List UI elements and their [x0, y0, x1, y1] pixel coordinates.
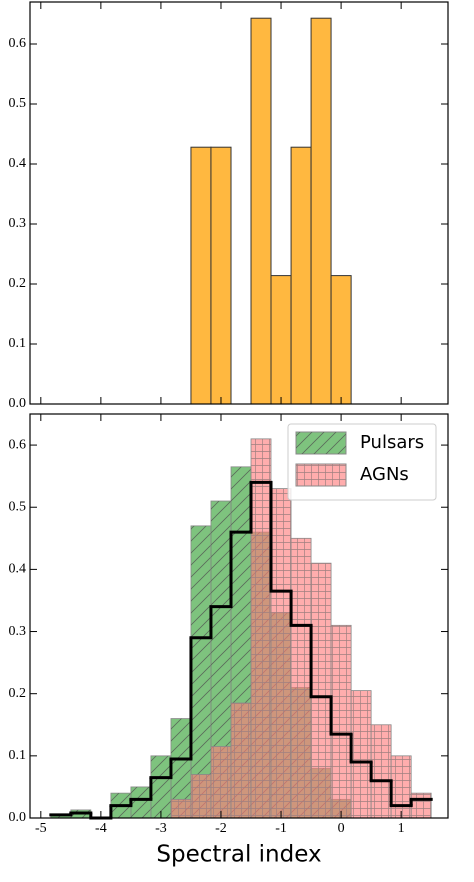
histogram-bar	[310, 17, 332, 405]
bar-hatch	[291, 538, 312, 818]
bar-hatch	[391, 755, 412, 818]
histogram-bar	[210, 146, 232, 405]
bar-hatch	[150, 755, 171, 818]
y-tick-label: 0.6	[9, 36, 27, 51]
legend-hatch	[296, 464, 346, 486]
bar-hatch	[371, 724, 392, 818]
bar-hatch	[411, 793, 432, 818]
x-tick-label: -4	[95, 821, 107, 836]
bar-hatch	[170, 718, 191, 818]
histogram-bar	[270, 275, 292, 405]
y-tick-label: 0.6	[9, 437, 27, 452]
y-tick-label: 0.0	[9, 396, 27, 411]
y-tick-label: 0.5	[9, 499, 27, 514]
bar-hatch	[331, 625, 352, 818]
bar-hatch	[351, 690, 372, 818]
y-tick-label: 0.3	[9, 216, 27, 231]
bar-hatch	[210, 501, 232, 818]
histogram-bar	[250, 17, 272, 405]
y-tick-label: 0.3	[9, 624, 27, 639]
bar-hatch	[50, 814, 71, 818]
x-tick-label: 0	[338, 821, 345, 836]
x-tick-label: 1	[398, 821, 405, 836]
x-tick-label: -3	[155, 821, 167, 836]
y-tick-label: 0.2	[9, 686, 27, 701]
histogram-bar	[290, 146, 312, 405]
bar-hatch	[210, 746, 232, 818]
legend-label: Pulsars	[360, 432, 424, 453]
x-tick-label: -2	[215, 821, 227, 836]
bar-hatch	[190, 774, 211, 818]
bar-hatch	[190, 525, 211, 818]
x-tick-label: -5	[35, 821, 47, 836]
y-tick-label: 0.2	[9, 276, 27, 291]
legend-hatch	[296, 432, 346, 454]
plot-frame	[29, 1, 449, 405]
y-tick-label: 0.4	[9, 562, 27, 577]
y-tick-label: 0.5	[9, 96, 27, 111]
bar-hatch	[251, 438, 272, 818]
bar-hatch	[130, 786, 151, 818]
bar-hatch	[271, 488, 292, 818]
y-tick-label: 0.1	[9, 748, 27, 763]
bar-hatch	[311, 563, 332, 818]
bar-hatch	[170, 799, 191, 818]
y-tick-label: 0.0	[9, 810, 27, 825]
legend-label: AGNs	[360, 464, 409, 485]
plot-frame	[29, 413, 449, 819]
y-tick-label: 0.4	[9, 156, 27, 171]
bar-hatch	[231, 703, 252, 818]
y-tick-label: 0.1	[9, 336, 27, 351]
x-axis-label: Spectral index	[156, 842, 321, 868]
x-tick-label: -1	[275, 821, 287, 836]
histogram-bar	[190, 146, 212, 405]
histogram-bar	[330, 275, 352, 405]
